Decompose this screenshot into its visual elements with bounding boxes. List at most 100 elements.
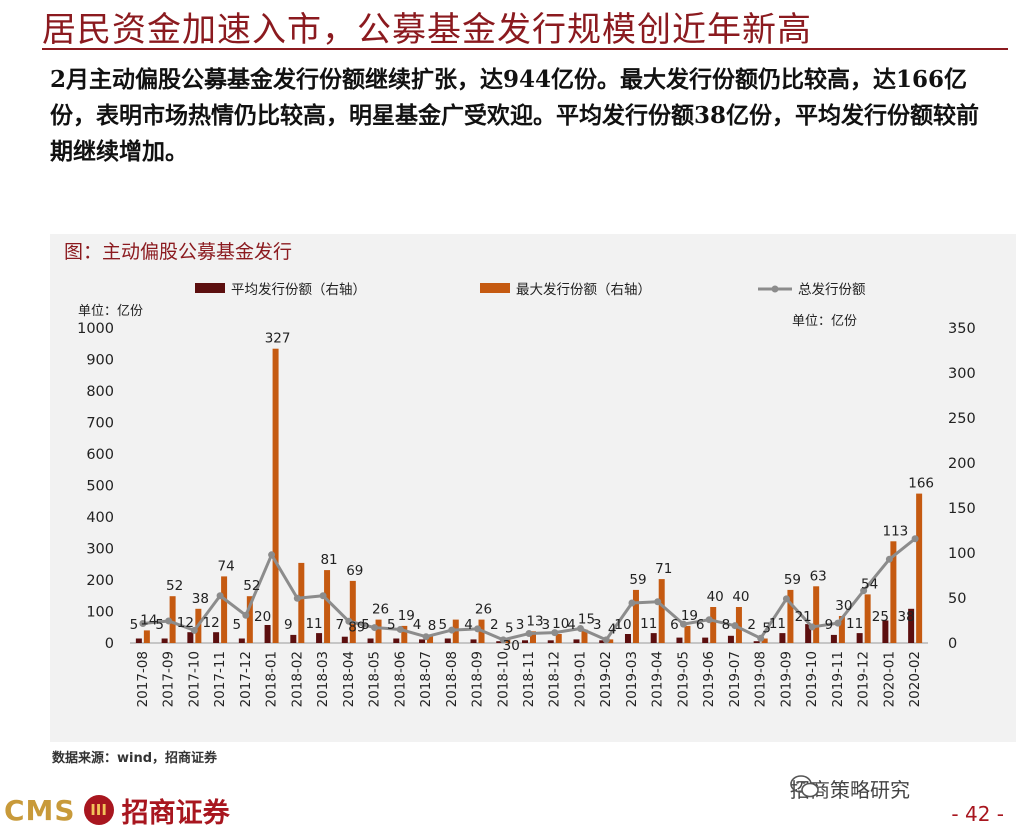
- max-data-label: 38: [192, 591, 209, 607]
- max-bar: [401, 625, 408, 643]
- avg-data-label: 11: [846, 616, 863, 632]
- left-tick-label: 300: [86, 542, 114, 558]
- left-tick-label: 600: [86, 447, 114, 463]
- max-data-label: 59: [629, 572, 646, 588]
- avg-data-label: 2: [747, 617, 756, 633]
- category-label: 2019-11: [830, 651, 846, 707]
- total-point: [216, 592, 224, 600]
- left-tick-label: 900: [86, 353, 114, 369]
- avg-bar: [599, 640, 606, 643]
- max-bar: [298, 562, 305, 643]
- wechat-icon: [790, 775, 819, 798]
- max-data-label: 40: [707, 589, 724, 605]
- page-title: 居民资金加速入市，公募基金发行规模创近年新高: [42, 10, 812, 50]
- legend-label-0: 平均发行份额（右轴）: [231, 282, 366, 298]
- avg-bar: [856, 633, 863, 643]
- category-label: 2019-06: [701, 651, 717, 707]
- left-tick-label: 200: [86, 573, 114, 589]
- avg-data-label: 4: [413, 617, 422, 633]
- total-point: [679, 620, 687, 628]
- max-data-label: 69: [346, 563, 363, 579]
- avg-bar: [213, 632, 220, 643]
- avg-bar: [341, 636, 348, 643]
- right-tick-label: 200: [948, 456, 976, 472]
- max-bar: [710, 607, 717, 643]
- total-point: [448, 626, 456, 634]
- category-label: 2019-02: [598, 651, 614, 707]
- avg-bar: [470, 639, 477, 643]
- max-bar: [761, 638, 768, 643]
- right-axis-unit: 单位：亿份: [792, 314, 857, 329]
- legend-swatch-0: [195, 283, 225, 293]
- max-bar: [221, 576, 228, 643]
- left-axis-unit: 单位：亿份: [78, 304, 143, 319]
- logo-seal-icon: III: [83, 795, 114, 825]
- avg-data-label: 5: [233, 617, 242, 633]
- avg-data-label: 4: [464, 617, 473, 633]
- avg-data-label: 4: [567, 617, 576, 633]
- avg-bar: [908, 608, 915, 643]
- avg-data-label: 21: [795, 609, 812, 625]
- avg-bar: [187, 632, 194, 643]
- max-bar: [324, 570, 331, 643]
- category-label: 2018-10: [495, 651, 511, 707]
- right-tick-label: 50: [948, 591, 966, 607]
- legend-swatch-1: [480, 283, 510, 293]
- total-point: [499, 636, 507, 644]
- category-label: 2019-07: [727, 651, 743, 707]
- avg-data-label: 6: [670, 617, 679, 633]
- max-bar: [143, 630, 150, 643]
- total-point: [782, 595, 790, 603]
- category-label: 2017-08: [135, 651, 151, 707]
- max-bar: [349, 580, 356, 643]
- left-tick-label: 700: [86, 416, 114, 432]
- total-point: [525, 630, 533, 638]
- logo-cms-text: CMS: [4, 793, 76, 827]
- avg-data-label: 10: [614, 617, 631, 633]
- avg-bar: [496, 641, 503, 643]
- total-point: [654, 598, 662, 606]
- avg-bar: [624, 634, 631, 643]
- avg-data-label: 3: [593, 617, 602, 633]
- avg-data-label: 7: [336, 617, 345, 633]
- right-tick-label: 350: [948, 321, 976, 337]
- category-label: 2018-04: [341, 651, 357, 707]
- category-label: 2019-01: [572, 651, 588, 707]
- max-bar: [272, 348, 279, 643]
- max-data-label: 52: [166, 578, 183, 594]
- category-label: 2020-01: [881, 651, 897, 707]
- avg-data-label: 5: [387, 617, 396, 633]
- avg-bar: [316, 633, 323, 643]
- max-data-label: 4: [608, 621, 617, 637]
- wechat-watermark: 招商策略研究: [790, 774, 910, 803]
- max-bar: [427, 635, 434, 643]
- avg-bar: [290, 634, 297, 643]
- total-point: [190, 626, 198, 634]
- category-label: 2018-07: [418, 651, 434, 707]
- max-data-label: 30: [835, 598, 852, 614]
- max-data-label: 13: [526, 613, 543, 629]
- avg-bar: [702, 637, 709, 643]
- category-label: 2017-10: [186, 651, 202, 707]
- avg-bar: [367, 638, 374, 643]
- avg-data-label: 2: [490, 617, 499, 633]
- max-bar: [890, 541, 897, 643]
- avg-data-label: 9: [825, 617, 834, 633]
- chart-panel: 图：主动偏股公募基金发行 平均发行份额（右轴） 最大发行份额（右轴） 总发行份额 单位：…: [50, 234, 1016, 742]
- max-data-label: 40: [732, 589, 749, 605]
- max-data-label: 71: [655, 561, 672, 577]
- total-point: [860, 587, 868, 595]
- avg-data-label: 3: [516, 617, 525, 633]
- avg-data-label: 11: [305, 616, 322, 632]
- total-point: [371, 624, 379, 632]
- avg-bar: [573, 639, 580, 643]
- summary-text: 2月主动偏股公募基金发行份额继续扩张，达944亿份。最大发行份额仍比较高，达16…: [50, 66, 980, 165]
- max-data-label: 5: [505, 621, 514, 637]
- total-point: [757, 634, 765, 642]
- total-point: [293, 594, 301, 602]
- category-label: 2018-05: [367, 651, 383, 707]
- category-label: 2017-09: [161, 651, 177, 707]
- max-data-label: 8: [428, 618, 437, 634]
- left-tick-label: 800: [86, 384, 114, 400]
- max-bar: [581, 629, 588, 643]
